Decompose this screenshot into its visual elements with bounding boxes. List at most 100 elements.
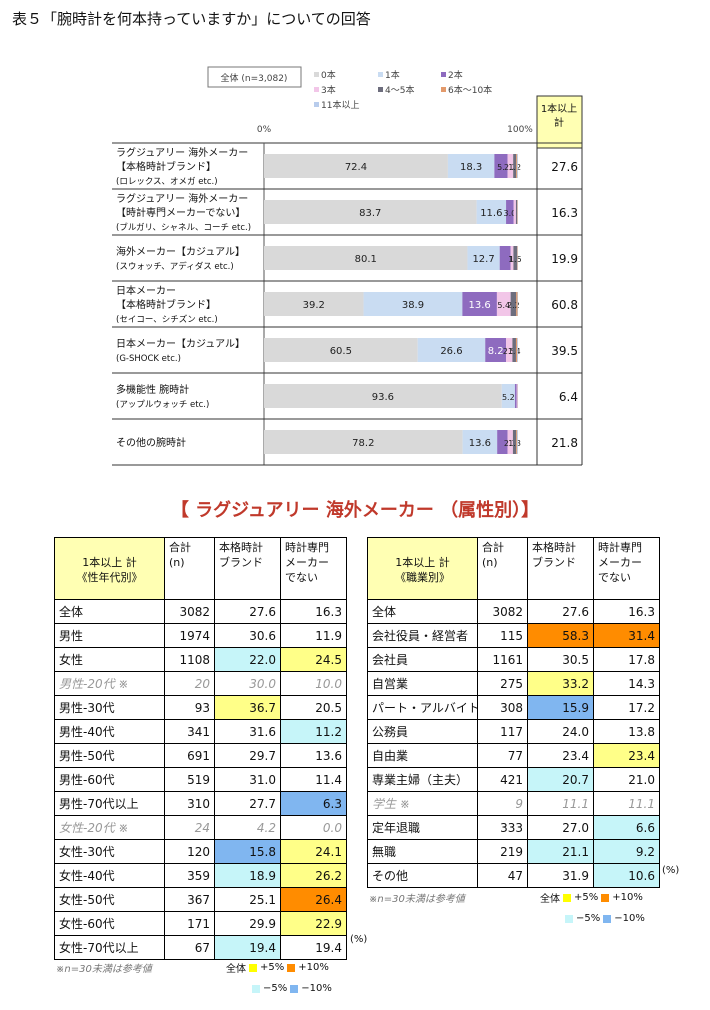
table-gender-age: 1本以上 計 《性年代別》 合計 (n) 本格時計 ブランド 時計専門 メーカー… (54, 537, 347, 960)
data-label: 2.5 (503, 347, 516, 356)
bar-segment (516, 292, 518, 316)
row-total-n: 77 (477, 743, 528, 768)
color-key-upper-right: 全体 +5% +10% (540, 890, 643, 905)
key-minus10: −10% (301, 983, 332, 994)
total-value: 39.5 (551, 344, 578, 358)
row-value-nonspecialist: 16.3 (593, 599, 660, 624)
row-label: 定年退職 (367, 815, 478, 840)
data-label: 13.6 (469, 300, 491, 311)
bar-segment (515, 338, 518, 362)
row-value-brand: 31.0 (214, 767, 281, 792)
row-value-nonspecialist: 24.5 (280, 647, 347, 672)
row-total-n: 1108 (164, 647, 215, 672)
table-row: 男性 1974 30.6 11.9 (54, 623, 347, 648)
legend-entry: 1本 (385, 69, 400, 81)
table-row: 女性 1108 22.0 24.5 (54, 647, 347, 672)
bar-segment (517, 338, 518, 362)
unit-label: (%) (350, 934, 368, 945)
table-row: 女性-30代 120 15.8 24.1 (54, 839, 347, 864)
table-row: 男性-40代 341 31.6 11.2 (54, 719, 347, 744)
section-heading: 【 ラグジュアリー 海外メーカー （属性別）】 (170, 500, 540, 521)
row-label: 無職 (367, 839, 478, 864)
row-total-n: 691 (164, 743, 215, 768)
row-total-n: 341 (164, 719, 215, 744)
data-label: 26.6 (440, 346, 462, 357)
row-value-nonspecialist: 13.6 (280, 743, 347, 768)
row-value-nonspecialist: 16.3 (280, 599, 347, 624)
row-value-nonspecialist: 0.0 (280, 815, 347, 840)
bar-segment (467, 246, 500, 270)
total-value: 60.8 (551, 298, 578, 312)
data-label: 1.5 (509, 255, 522, 264)
bar-segment (513, 200, 516, 224)
table-row: 会社役員・経営者 115 58.3 31.4 (367, 623, 660, 648)
category-label: 【本格時計ブランド】 (116, 160, 216, 173)
bar-segment (462, 430, 498, 454)
row-value-brand: 4.2 (214, 815, 281, 840)
row-value-nonspecialist: 17.8 (593, 647, 660, 672)
legend-swatch (314, 72, 319, 77)
row-total-n: 3082 (164, 599, 215, 624)
key-swatch-minus10 (603, 914, 612, 923)
row-value-nonspecialist: 23.4 (593, 743, 660, 768)
row-value-nonspecialist: 11.4 (280, 767, 347, 792)
table-row: 全体 3082 27.6 16.3 (367, 599, 660, 624)
row-label: 全体 (367, 599, 478, 624)
reference-note: ※n=30未満は参考値 (56, 964, 152, 975)
legend-entry: 0本 (321, 69, 336, 81)
row-value-brand: 21.1 (527, 839, 594, 864)
color-key-upper-left: 全体 +5% +10% (226, 960, 329, 975)
data-label: 2.2 (507, 301, 520, 310)
row-total-n: 421 (477, 767, 528, 792)
row-total-n: 47 (477, 863, 528, 888)
page-title: 表５「腕時計を何本持っていますか」についての回答 (12, 10, 371, 28)
legend-entry: 3本 (321, 84, 336, 96)
category-label: その他の腕時計 (116, 436, 186, 449)
legend-swatch (441, 72, 446, 77)
key-prefix: 全体 (226, 964, 246, 975)
key-minus5: −5% (263, 983, 288, 994)
table-row: パート・アルバイト 308 15.9 17.2 (367, 695, 660, 720)
key-swatch-plus10 (287, 963, 296, 972)
table-header-total: 合計 (n) (477, 537, 528, 600)
row-value-nonspecialist: 11.1 (593, 791, 660, 816)
data-label: 18.3 (460, 162, 482, 173)
table-header-brand: 本格時計 ブランド (214, 537, 281, 600)
row-label: 会社員 (367, 647, 478, 672)
data-label: 93.6 (372, 392, 394, 403)
key-swatch-plus5 (563, 893, 571, 902)
color-key-lower-right: −5% −10% (565, 913, 645, 924)
row-total-n: 67 (164, 935, 215, 960)
row-value-brand: 22.0 (214, 647, 281, 672)
table-row: 全体 3082 27.6 16.3 (54, 599, 347, 624)
table-header-main: 1本以上 計 《職業別》 (367, 537, 478, 600)
bar-segment (499, 246, 511, 270)
row-label: 女性-50代 (54, 887, 165, 912)
row-label: 自由業 (367, 743, 478, 768)
row-value-brand: 58.3 (527, 623, 594, 648)
data-label: 1.4 (508, 347, 521, 356)
row-value-nonspecialist: 10.6 (593, 863, 660, 888)
data-label: 1.2 (508, 163, 521, 172)
category-label: ラグジュアリー 海外メーカー (116, 146, 248, 159)
row-value-brand: 20.7 (527, 767, 594, 792)
table-row: 学生 ※ 9 11.1 11.1 (367, 791, 660, 816)
row-value-nonspecialist: 10.0 (280, 671, 347, 696)
row-label: 女性-40代 (54, 863, 165, 888)
sample-label: 全体 (n=3,082) (221, 72, 288, 84)
bar-segment (513, 246, 518, 270)
axis-label-left: 0% (257, 125, 272, 135)
table-row: 男性-50代 691 29.7 13.6 (54, 743, 347, 768)
key-minus10: −10% (614, 913, 645, 924)
bar-segment (417, 338, 486, 362)
row-value-brand: 30.5 (527, 647, 594, 672)
legend-entry: 6本～10本 (448, 84, 492, 96)
bar-segment (514, 384, 517, 408)
row-label: 男性-70代以上 (54, 791, 165, 816)
row-value-brand: 36.7 (214, 695, 281, 720)
table-header-main: 1本以上 計 《性年代別》 (54, 537, 165, 600)
data-label: 5.2 (502, 393, 515, 402)
table-row: 自由業 77 23.4 23.4 (367, 743, 660, 768)
row-total-n: 1974 (164, 623, 215, 648)
bar-segment (264, 430, 463, 454)
